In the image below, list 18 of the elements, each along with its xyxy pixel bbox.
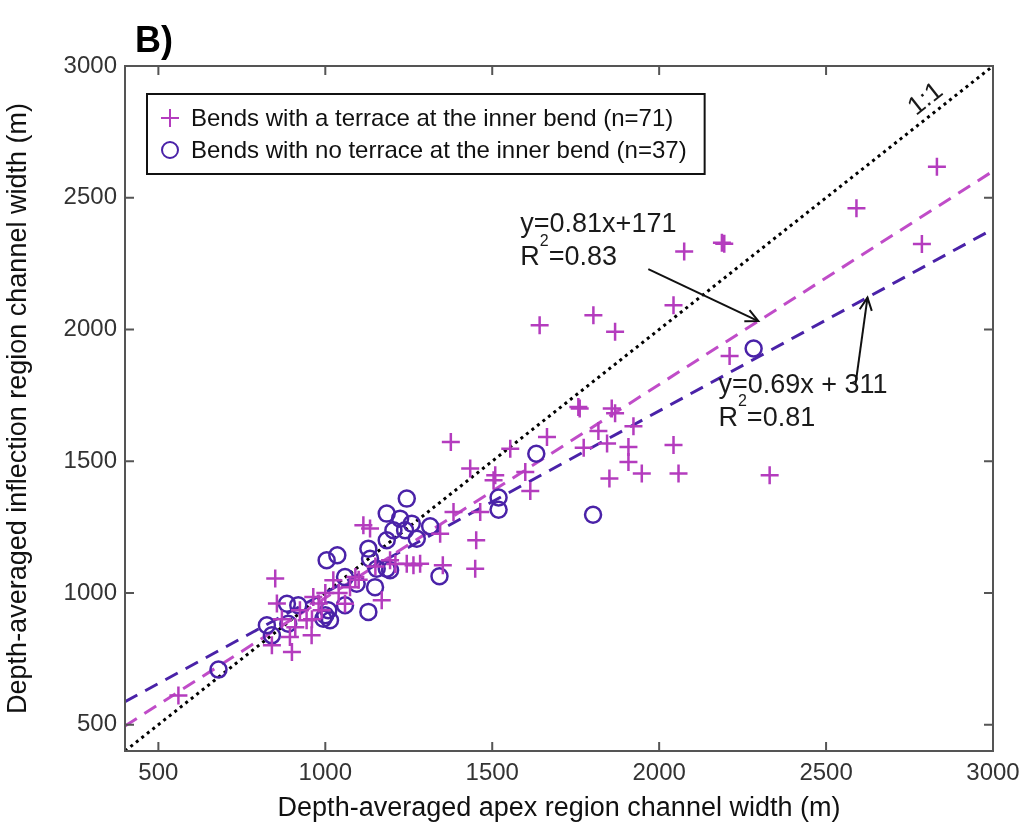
y-tick-label: 1000 [63, 577, 117, 605]
annotation: 1:1 [901, 74, 949, 121]
y-axis-title: Depth-averaged inflection region channel width (m) [1, 103, 32, 714]
x-tick-label: 500 [138, 758, 179, 786]
y-tick-label: 500 [76, 709, 117, 737]
x-tick-label: 2000 [632, 758, 686, 786]
x-tick-label: 1500 [465, 758, 519, 786]
y-tick-label: 1500 [63, 445, 117, 473]
y-tick-label: 3000 [63, 50, 117, 78]
x-axis-title: Depth-averaged apex region channel width (m) [277, 792, 841, 823]
x-tick-label: 1000 [298, 758, 352, 786]
y-tick-label: 2500 [63, 182, 117, 210]
y-tick-label: 2000 [63, 314, 117, 342]
x-tick-label: 2500 [799, 758, 853, 786]
legend-label: Bends with a terrace at the inner bend (n=71) [191, 103, 674, 131]
legend-label: Bends with no terrace at the inner bend (n=37) [191, 135, 687, 163]
chart-title: B) [135, 19, 173, 60]
x-tick-label: 3000 [966, 758, 1020, 786]
